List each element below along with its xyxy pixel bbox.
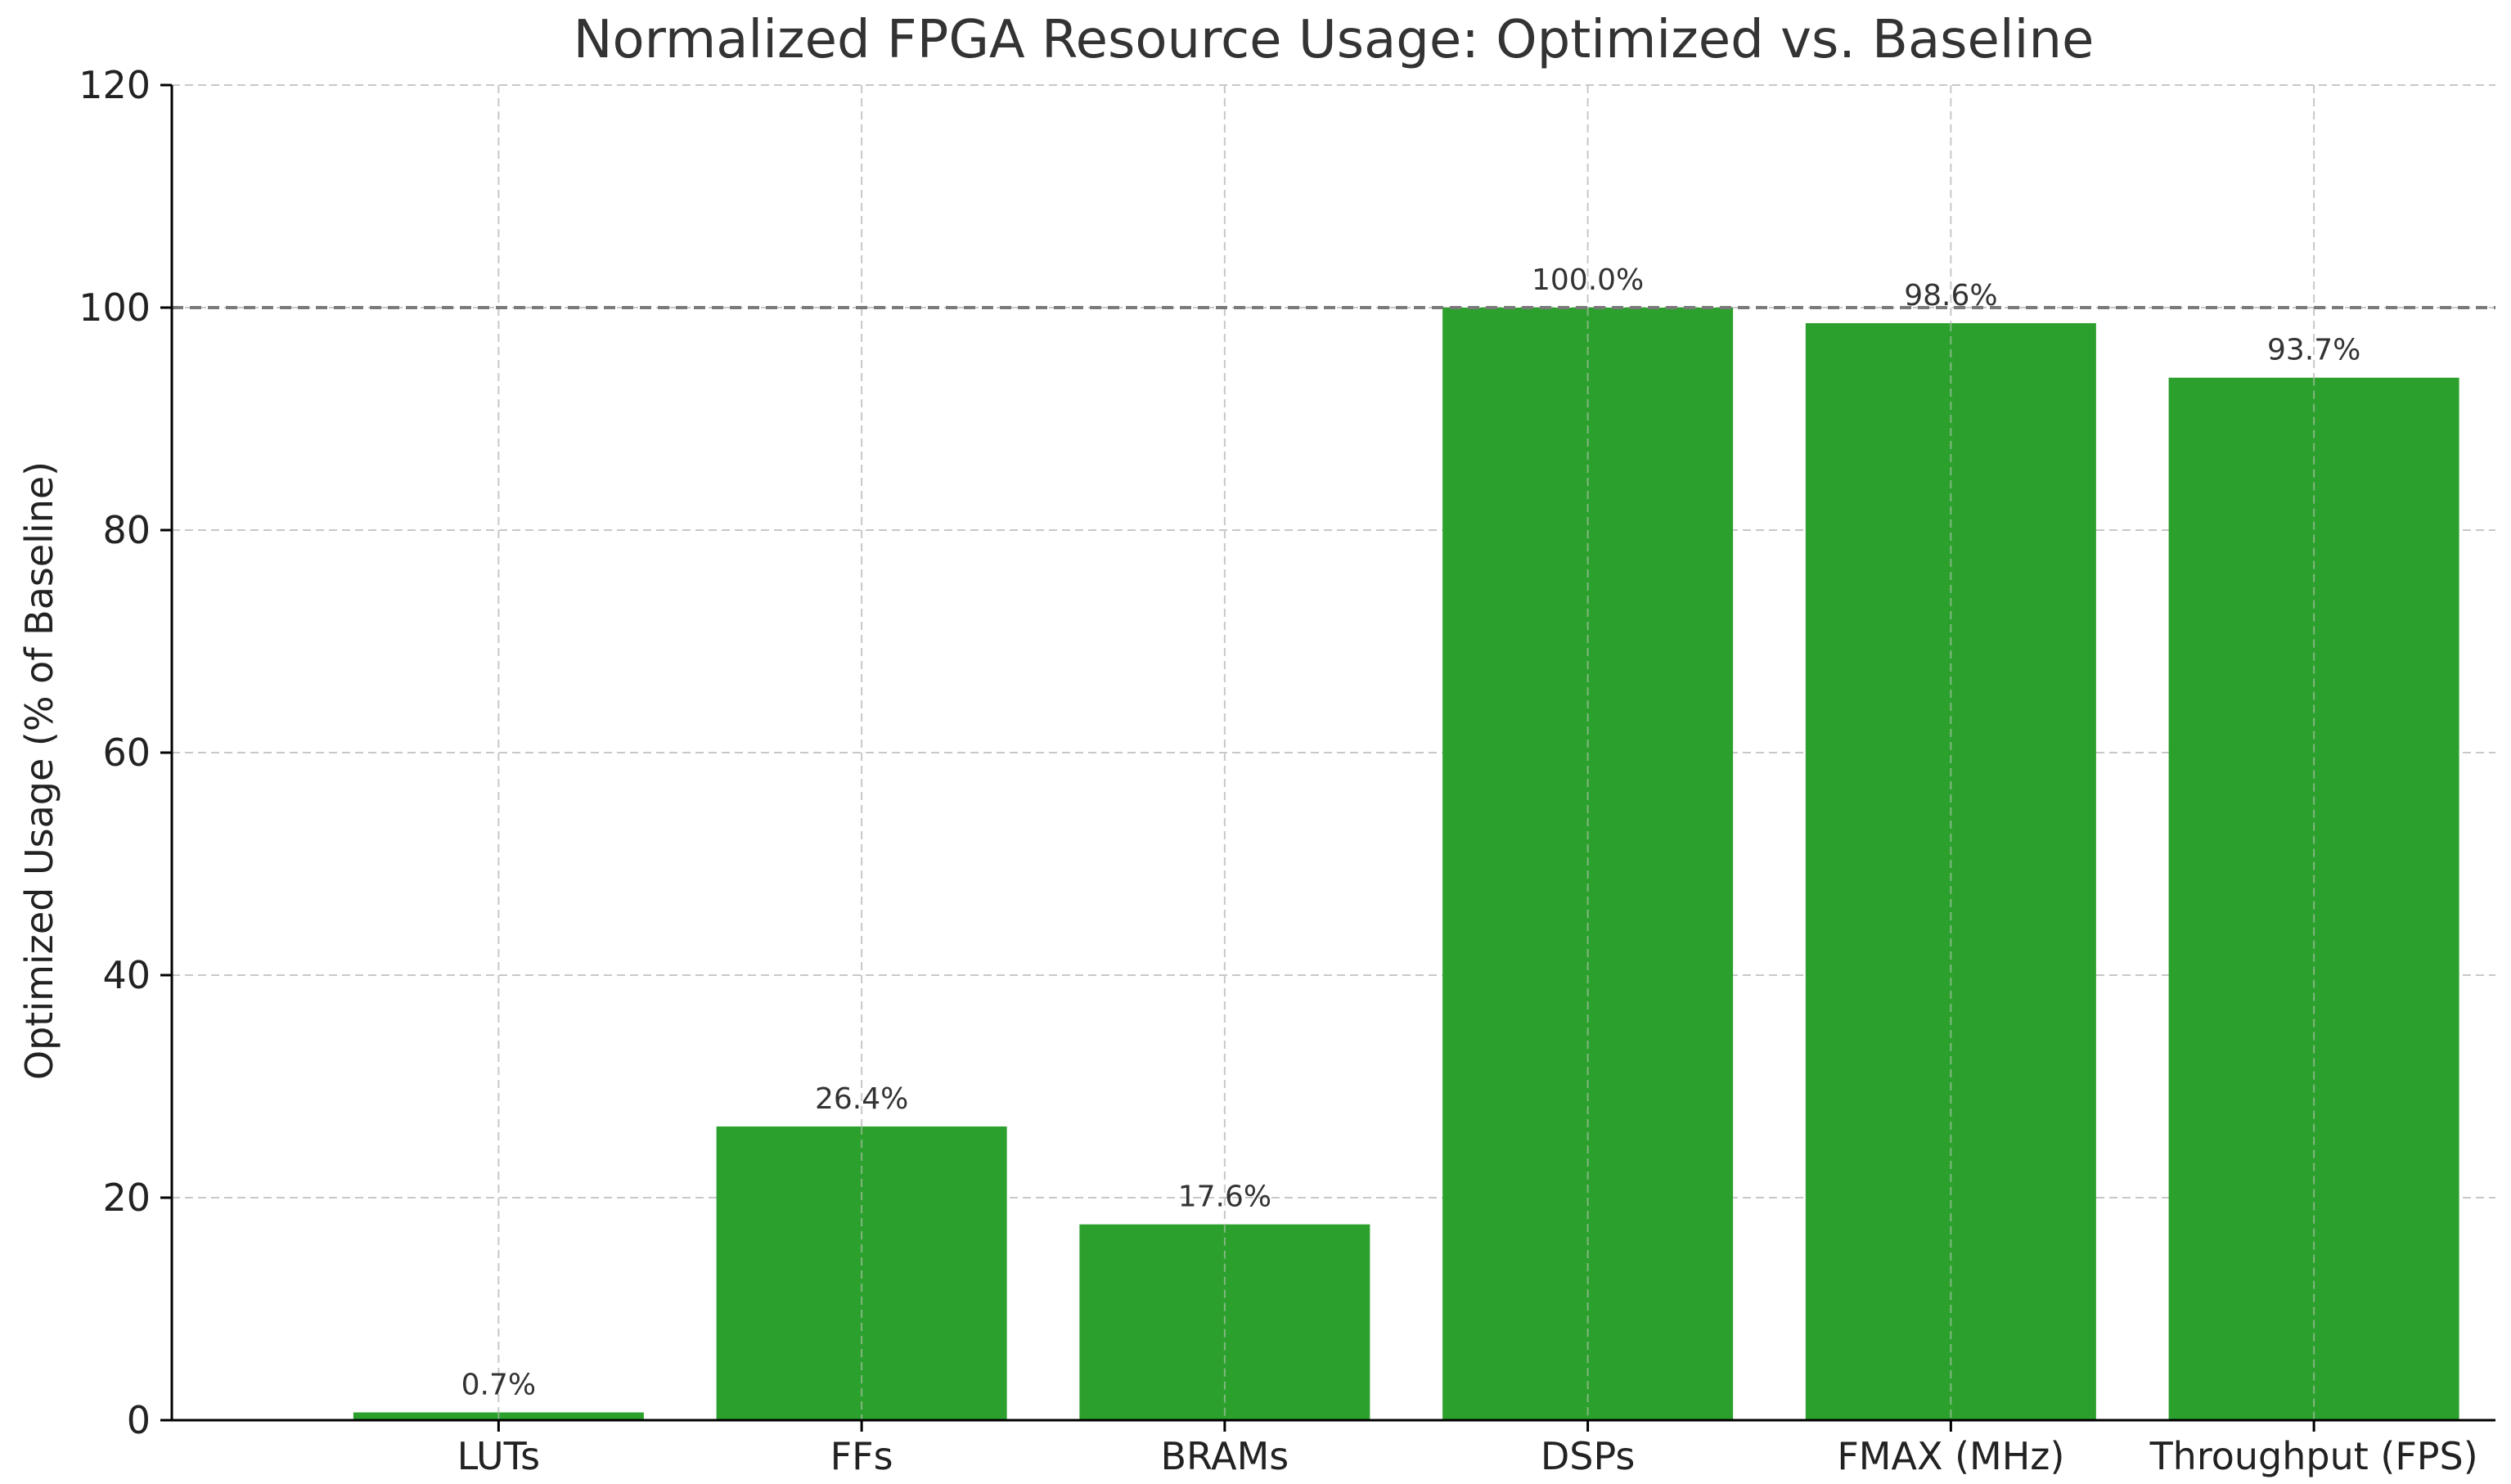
axes: 0 20 40 60 80 100 120 LUTs FFs BRAMs DSPs FMAX (MHz… — [79, 63, 2495, 1478]
x-tick-label: BRAMs — [1160, 1434, 1289, 1478]
bar-value-label: 93.7% — [2267, 334, 2360, 367]
y-tick-label: 80 — [102, 508, 151, 552]
bar-value-label: 100.0% — [1532, 263, 1644, 297]
x-tick-label: FMAX (MHz) — [1837, 1434, 2064, 1478]
x-tick-label: FFs — [830, 1434, 893, 1478]
x-tick-label: DSPs — [1541, 1434, 1636, 1478]
bar-value-label: 17.6% — [1178, 1180, 1271, 1214]
bar-throughput-fps — [2168, 377, 2459, 1421]
y-tick-label: 60 — [102, 731, 151, 775]
y-tick-label: 0 — [127, 1398, 151, 1442]
bar-value-label: 26.4% — [815, 1082, 908, 1116]
y-tick-label: 40 — [102, 953, 151, 997]
bar-fmax-mhz — [1805, 323, 2096, 1420]
bars — [353, 308, 2459, 1421]
bar-value-label: 98.6% — [1904, 279, 1997, 313]
y-tick-label: 100 — [79, 286, 151, 330]
x-tick-label: LUTs — [457, 1434, 540, 1478]
bar-value-label: 0.7% — [461, 1368, 536, 1401]
data-labels: 0.7% 26.4% 17.6% 100.0% 98.6% 93.7% — [461, 263, 2361, 1401]
y-tick-label: 20 — [102, 1176, 151, 1220]
grid — [172, 84, 2495, 1420]
x-tick-label: Throughput (FPS) — [2149, 1434, 2478, 1478]
y-tick-label: 120 — [79, 63, 151, 107]
chart-title: Normalized FPGA Resource Usage: Optimize… — [574, 10, 2095, 70]
y-axis-label: Optimized Usage (% of Baseline) — [17, 461, 61, 1080]
